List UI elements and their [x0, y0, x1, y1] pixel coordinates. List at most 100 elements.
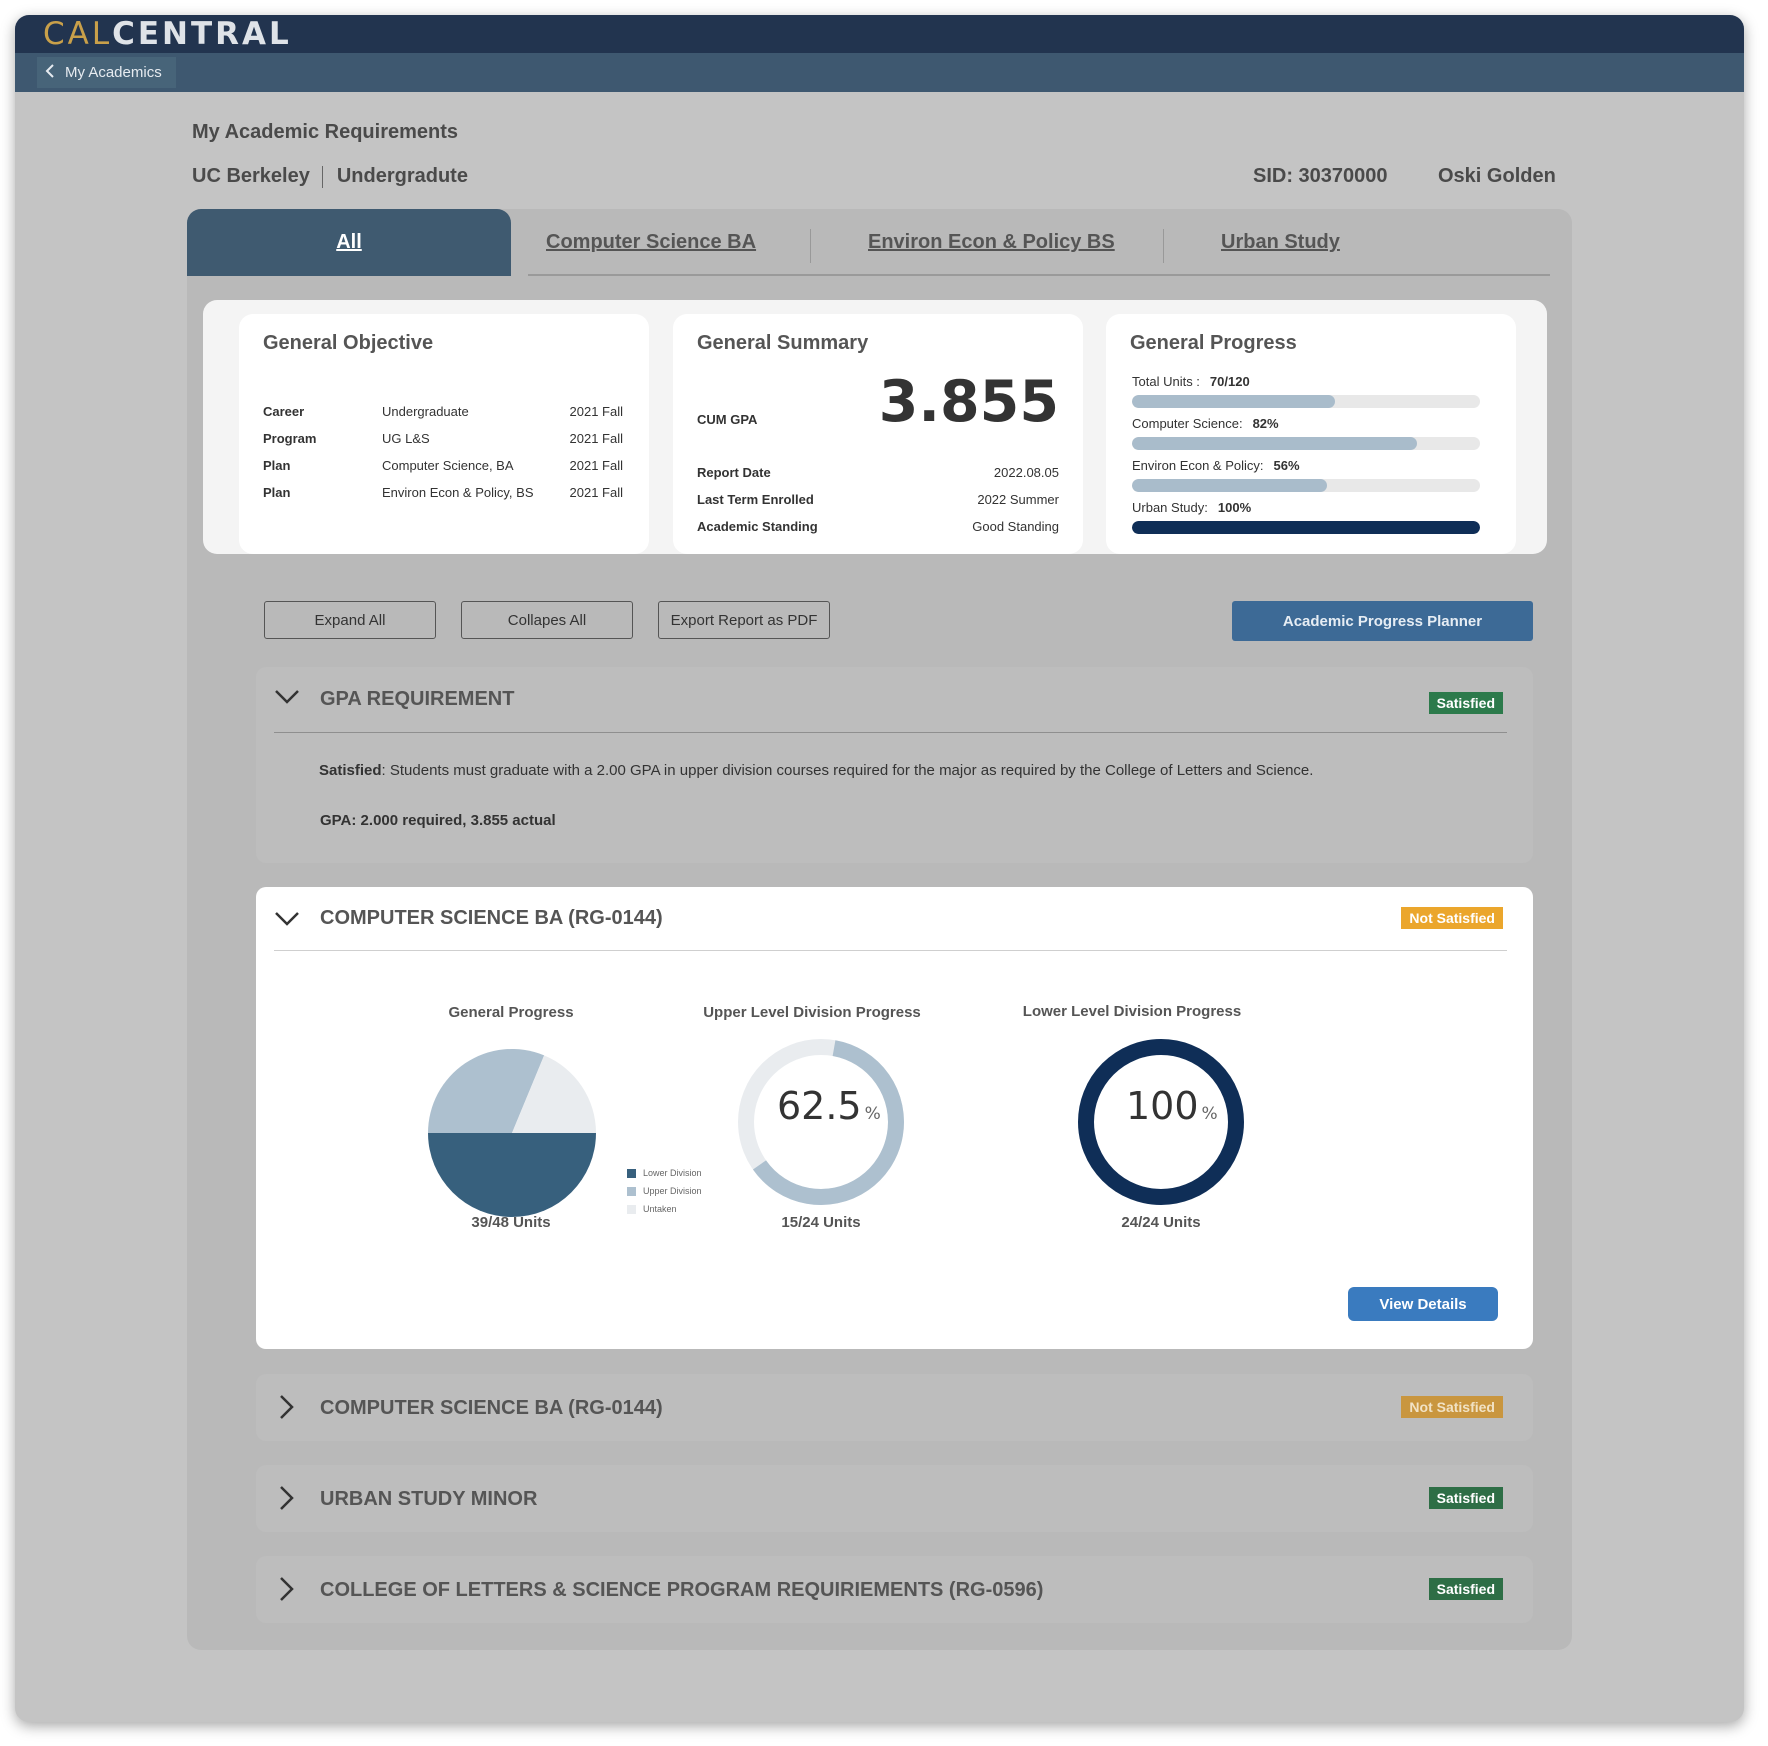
legend-swatch [627, 1168, 636, 1178]
pie-slice-untaken [512, 1055, 596, 1133]
row-value: Computer Science, BA [382, 458, 514, 473]
progress-bar [1132, 479, 1480, 492]
general-summary-card: General Summary CUM GPA 3.855 Report Dat… [673, 314, 1083, 554]
status-badge: Satisfied [1428, 692, 1503, 714]
tab-all[interactable]: All [187, 209, 511, 276]
sub-nav-bar: My Academics [15, 53, 1744, 92]
chevron-left-icon [43, 63, 57, 83]
card-title: General Summary [697, 332, 869, 354]
percent-unit: % [1201, 1104, 1218, 1124]
chevron-right-icon[interactable] [278, 1394, 296, 1425]
general-progress-pie-chart [428, 1049, 596, 1217]
chevron-right-icon[interactable] [278, 1576, 296, 1607]
requirements-panel: All Computer Science BA Environ Econ & P… [187, 209, 1572, 1650]
expand-all-button[interactable]: Expand All [264, 601, 436, 639]
lower-division-donut [1078, 1039, 1244, 1205]
donut-progress-arc [738, 1039, 904, 1205]
chevron-right-icon[interactable] [278, 1485, 296, 1516]
donut-progress-arc [1078, 1039, 1244, 1205]
row-key: Last Term Enrolled [697, 492, 814, 507]
percent-value: 100 [1126, 1084, 1199, 1128]
row-term: 2021 Fall [569, 431, 623, 446]
lower-division-units: 24/24 Units [1121, 1214, 1201, 1231]
section-title[interactable]: COMPUTER SCIENCE BA (RG-0144) [320, 907, 663, 929]
progress-fill [1132, 395, 1335, 408]
student-id: SID: 30370000 [1253, 165, 1388, 187]
urban-study-minor-section[interactable]: URBAN STUDY MINOR Satisfied [256, 1465, 1533, 1532]
row-term: 2021 Fall [569, 404, 623, 419]
gpa-required-actual: GPA: 2.000 required, 3.855 actual [320, 812, 556, 829]
row-key: Program [263, 431, 317, 446]
section-title[interactable]: GPA REQUIREMENT [320, 688, 515, 710]
tab-urban-study[interactable]: Urban Study [1221, 231, 1340, 253]
progress-value: 70/120 [1209, 374, 1250, 389]
row-value: 2022 Summer [977, 492, 1059, 507]
back-to-my-academics-button[interactable]: My Academics [37, 57, 176, 88]
progress-fill [1132, 521, 1480, 534]
status-badge: Satisfied [1428, 1487, 1503, 1509]
letters-science-requirements-section[interactable]: COLLEGE OF LETTERS & SCIENCE PROGRAM REQ… [256, 1556, 1533, 1623]
tab-divider [810, 229, 811, 263]
percent-value: 62.5 [777, 1084, 862, 1128]
top-bar: CALCENTRAL [15, 15, 1744, 53]
export-pdf-button[interactable]: Export Report as PDF [658, 601, 830, 639]
academic-progress-planner-button[interactable]: Academic Progress Planner [1232, 601, 1533, 641]
row-value: Undergraduate [382, 404, 469, 419]
progress-fill [1132, 437, 1418, 450]
collapse-all-button[interactable]: Collapes All [461, 601, 633, 639]
view-details-button[interactable]: View Details [1348, 1287, 1498, 1321]
student-name: Oski Golden [1438, 165, 1556, 187]
legend-swatch [627, 1204, 636, 1214]
progress-name: Total Units : [1132, 374, 1200, 389]
row-value: UG L&S [382, 431, 430, 446]
chevron-down-icon[interactable] [274, 688, 300, 711]
page-title: My Academic Requirements [192, 121, 459, 143]
divider [321, 165, 323, 188]
legend-item: Untaken [627, 1200, 702, 1218]
progress-value: 82% [1252, 416, 1279, 431]
progress-label: Total Units : 70/120 [1132, 374, 1250, 389]
row-term: 2021 Fall [569, 485, 623, 500]
lower-division-chart-title: Lower Level Division Progress [1022, 1003, 1242, 1020]
chevron-down-icon[interactable] [274, 910, 300, 933]
divider [274, 950, 1507, 951]
section-title[interactable]: URBAN STUDY MINOR [320, 1488, 538, 1510]
legend-label: Upper Division [643, 1186, 702, 1196]
row-key: Career [263, 404, 305, 419]
lower-division-percent: 100% [1126, 1084, 1218, 1128]
tabs-underline [528, 274, 1550, 276]
legend-swatch [627, 1186, 636, 1196]
row-value: Good Standing [972, 519, 1059, 534]
progress-label: Urban Study: 100% [1132, 500, 1251, 515]
pie-legend: Lower Division Upper Division Untaken [627, 1164, 702, 1218]
overview-cards: General Objective Career Undergraduate 2… [203, 300, 1547, 554]
section-title[interactable]: COMPUTER SCIENCE BA (RG-0144) [320, 1397, 663, 1419]
upper-division-percent: 62.5% [777, 1084, 881, 1128]
app-window: CALCENTRAL My Academics My Academic Requ… [15, 15, 1744, 1722]
row-term: 2021 Fall [569, 458, 623, 473]
status-badge: Not Satisfied [1401, 1396, 1503, 1418]
tab-environ-econ-policy-bs[interactable]: Environ Econ & Policy BS [868, 231, 1115, 253]
row-value: Environ Econ & Policy, BS [382, 485, 534, 500]
legend-item: Lower Division [627, 1164, 702, 1182]
progress-bar [1132, 395, 1480, 408]
upper-division-units: 15/24 Units [781, 1214, 861, 1231]
progress-fill [1132, 479, 1327, 492]
pie-slice-upper-division [428, 1049, 545, 1133]
pie-slice-lower-division [428, 1133, 596, 1217]
row-key: Plan [263, 485, 291, 500]
computer-science-ba-section-expanded: COMPUTER SCIENCE BA (RG-0144) Not Satisf… [256, 887, 1533, 1349]
progress-bar [1132, 437, 1480, 450]
cum-gpa-label: CUM GPA [697, 412, 758, 427]
section-title[interactable]: COLLEGE OF LETTERS & SCIENCE PROGRAM REQ… [320, 1579, 1044, 1601]
divider [274, 732, 1507, 733]
general-objective-card: General Objective Career Undergraduate 2… [239, 314, 649, 554]
computer-science-ba-section-collapsed[interactable]: COMPUTER SCIENCE BA (RG-0144) Not Satisf… [256, 1374, 1533, 1441]
tab-computer-science-ba[interactable]: Computer Science BA [546, 231, 757, 253]
progress-label: Environ Econ & Policy: 56% [1132, 458, 1300, 473]
general-progress-units: 39/48 Units [471, 1214, 551, 1231]
progress-value: 56% [1273, 458, 1300, 473]
calcentral-logo[interactable]: CALCENTRAL [43, 17, 292, 51]
general-progress-chart-title: General Progress [448, 1004, 574, 1021]
tab-all-label: All [336, 231, 362, 253]
